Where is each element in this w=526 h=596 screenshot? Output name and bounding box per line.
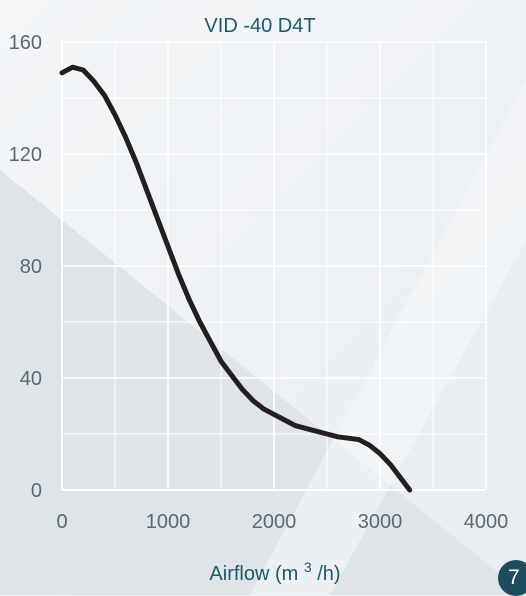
x-tick-label: 2000 <box>252 511 297 533</box>
chart-axes: 0 1000 2000 3000 4000 0 40 80 120 160 <box>9 32 509 533</box>
x-axis-label: Airflow (m 3 /h) <box>209 555 340 585</box>
page-number-badge: 7 <box>498 560 526 596</box>
y-tick-label: 0 <box>31 480 42 502</box>
x-tick-label: 0 <box>56 511 67 533</box>
chart-title: VID -40 D4T <box>204 15 315 37</box>
x-tick-label: 4000 <box>464 511 509 533</box>
y-tick-label: 120 <box>9 144 42 166</box>
chart-grid <box>61 41 487 491</box>
x-axis-label-sup: 3 <box>304 559 312 575</box>
series-line <box>59 64 413 493</box>
y-tick-label: 40 <box>20 368 42 390</box>
y-tick-label: 80 <box>20 256 42 278</box>
x-tick-label: 1000 <box>146 511 191 533</box>
y-tick-label: 160 <box>9 32 42 54</box>
x-axis-label-main: Airflow (m <box>209 563 298 585</box>
x-tick-label: 3000 <box>358 511 403 533</box>
x-axis-label-end: /h) <box>317 563 340 585</box>
